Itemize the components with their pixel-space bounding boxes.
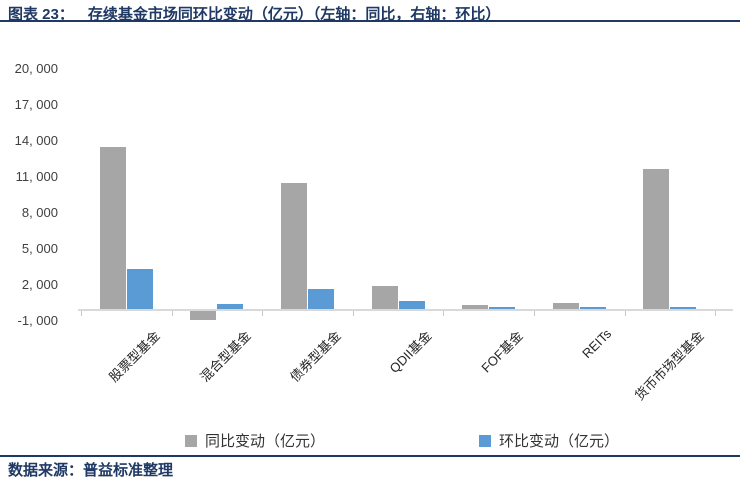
x-axis-category-label: QDII基金 <box>386 328 435 377</box>
bar-yoy-2 <box>281 183 307 309</box>
y-axis-tick-label: 17, 000 <box>14 97 58 112</box>
x-axis-line <box>78 309 733 311</box>
y-axis-tick-label: 5, 000 <box>21 241 58 256</box>
bar-yoy-4 <box>462 305 489 309</box>
x-axis-tick <box>534 311 535 316</box>
figure-title: 存续基金市场同环比变动（亿元）（左轴：同比，右轴：环比） <box>87 6 501 23</box>
x-axis-tick <box>262 311 264 316</box>
figure-label: 图表 23： <box>8 6 74 23</box>
legend-item-yoy: 同比变动（亿元） <box>185 430 325 451</box>
x-axis-tick <box>171 311 173 316</box>
x-axis-tick <box>443 311 445 316</box>
x-axis-tick <box>81 311 82 316</box>
y-axis-tick-label: -1, 000 <box>17 313 58 328</box>
bar-yoy-3 <box>371 286 398 309</box>
legend-label-yoy: 同比变动（亿元） <box>205 433 326 450</box>
x-axis-category-label: FOF基金 <box>478 328 526 376</box>
legend-swatch-yoy <box>185 434 197 447</box>
y-axis-tick-label: 14, 000 <box>14 133 58 148</box>
bar-yoy-6 <box>643 168 670 309</box>
legend-swatch-mom <box>479 434 491 447</box>
legend-label-mom: 环比变动（亿元） <box>499 433 620 450</box>
y-axis-tick-label: 8, 000 <box>21 205 58 220</box>
bar-mom-6 <box>670 306 697 309</box>
bar-yoy-1 <box>190 311 217 320</box>
figure-header: 图表 23： 存续基金市场同环比变动（亿元）（左轴：同比，右轴：环比） <box>0 0 740 23</box>
x-axis-tick <box>624 311 626 316</box>
y-axis-tick-label: 20, 000 <box>14 61 58 76</box>
bar-mom-5 <box>579 307 606 309</box>
x-axis-category-label: 混合型基金 <box>197 328 254 385</box>
figure-footer: 数据来源：普益标准整理 <box>0 455 740 477</box>
y-axis-tick-label: 2, 000 <box>21 277 58 292</box>
bar-mom-4 <box>489 307 516 309</box>
bar-mom-3 <box>398 300 425 309</box>
bar-yoy-0 <box>99 147 126 309</box>
legend: 同比变动（亿元） 环比变动（亿元） <box>0 430 740 450</box>
x-axis-tick <box>715 311 717 316</box>
x-axis-category-label: 债券型基金 <box>287 328 345 385</box>
data-source-text: 数据来源：普益标准整理 <box>8 462 174 477</box>
bar-mom-2 <box>308 288 334 309</box>
x-axis-tick <box>352 311 354 316</box>
bar-mom-0 <box>126 268 153 309</box>
y-axis-tick-label: 11, 000 <box>15 169 58 184</box>
bar-mom-1 <box>217 303 244 309</box>
plot-area: 20, 000 17, 000 14, 000 11, 000 8, 000 5, 000… <box>0 24 740 420</box>
x-axis-category-label: 股票型基金 <box>106 328 164 385</box>
x-axis-category-label: 货币市场型基金 <box>631 328 707 404</box>
legend-item-mom: 环比变动（亿元） <box>479 430 619 451</box>
bar-yoy-5 <box>552 303 579 309</box>
x-axis-category-label: REITs <box>578 326 614 362</box>
